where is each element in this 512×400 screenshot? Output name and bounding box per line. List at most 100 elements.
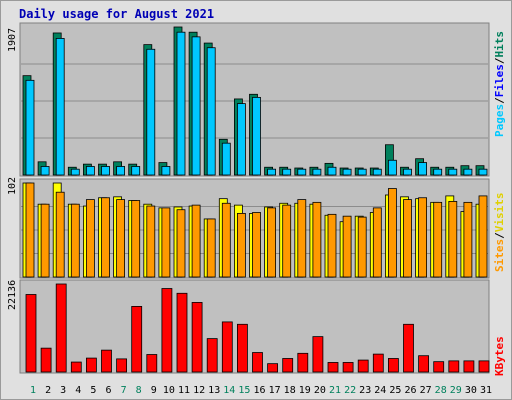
files-bar xyxy=(418,162,428,176)
files-bar xyxy=(191,36,201,176)
legend-hits: Hits xyxy=(493,31,506,58)
legend-visits: Visits xyxy=(493,193,506,233)
kbytes-ymax-label: 22136 xyxy=(7,280,18,310)
sites-bar xyxy=(342,215,352,278)
kbytes-bar xyxy=(342,362,354,373)
sites-bar xyxy=(176,209,186,278)
kbytes-bar xyxy=(312,336,324,373)
day-label: 18 xyxy=(284,385,296,396)
files-bar xyxy=(55,38,65,176)
sites-bar xyxy=(478,195,488,278)
legend-slash-3: / xyxy=(493,232,506,239)
sites-bar xyxy=(221,202,231,278)
visits-legend: Sites/Visits xyxy=(493,193,506,273)
day-label: 8 xyxy=(136,385,142,396)
legend-files: Files xyxy=(493,64,506,97)
sites-bar xyxy=(252,212,261,278)
kbytes-bar xyxy=(131,306,143,373)
sites-bar xyxy=(448,201,458,278)
day-label: 7 xyxy=(121,385,127,396)
kbytes-bar xyxy=(448,360,460,373)
files-bar xyxy=(206,47,216,176)
files-bar xyxy=(387,159,397,176)
sites-bar xyxy=(70,203,80,278)
kbytes-bar xyxy=(433,361,445,373)
files-bar xyxy=(86,166,95,176)
sites-bar xyxy=(433,201,443,278)
day-label: 24 xyxy=(374,385,386,396)
day-label: 12 xyxy=(193,385,205,396)
day-label: 14 xyxy=(223,385,235,396)
files-bar xyxy=(297,168,307,176)
files-bar xyxy=(282,168,292,176)
kbytes-legend: KBytes xyxy=(493,336,506,376)
files-bar xyxy=(372,168,382,176)
kbytes-bar xyxy=(25,294,37,373)
day-label: 21 xyxy=(329,385,341,396)
kbytes-bar xyxy=(55,283,67,373)
day-label: 29 xyxy=(450,385,462,396)
kbytes-bar xyxy=(418,355,430,373)
sites-bar xyxy=(101,197,110,278)
sites-bar xyxy=(146,205,156,278)
day-label: 19 xyxy=(299,385,311,396)
files-bar xyxy=(70,168,80,176)
sites-bar xyxy=(372,207,382,278)
day-label: 23 xyxy=(359,385,371,396)
day-label: 17 xyxy=(269,385,281,396)
files-bar xyxy=(40,166,50,176)
kbytes-bar xyxy=(191,302,203,373)
files-bar xyxy=(101,166,110,176)
files-bar xyxy=(116,166,125,176)
kbytes-bar xyxy=(70,361,82,373)
kbytes-bar xyxy=(206,338,218,373)
sites-bar xyxy=(357,216,367,278)
sites-bar xyxy=(86,199,95,278)
day-label: 31 xyxy=(480,385,492,396)
files-bar xyxy=(463,168,473,176)
kbytes-bar xyxy=(297,352,309,373)
sites-bar xyxy=(418,197,428,278)
kbytes-bar xyxy=(161,288,173,373)
day-label: 1 xyxy=(30,385,36,396)
day-label: 28 xyxy=(435,385,447,396)
sites-bar xyxy=(387,188,397,278)
files-bar xyxy=(327,166,337,176)
files-bar xyxy=(433,168,443,176)
visits-ymax-label: 102 xyxy=(7,177,18,195)
sites-bar xyxy=(327,213,337,278)
files-bar xyxy=(267,168,277,176)
files-bar xyxy=(357,168,367,176)
day-label: 20 xyxy=(314,385,326,396)
files-bar xyxy=(342,168,352,176)
legend-slash-2: / xyxy=(493,57,506,64)
kbytes-bar xyxy=(176,292,188,373)
day-label: 13 xyxy=(208,385,220,396)
sites-bar xyxy=(131,200,141,278)
legend-pages: Pages xyxy=(493,104,506,137)
sites-bar xyxy=(403,199,412,278)
files-bar xyxy=(131,166,141,176)
kbytes-bar xyxy=(282,358,294,373)
day-label: 11 xyxy=(178,385,190,396)
sites-bar xyxy=(161,207,171,278)
files-bar xyxy=(176,31,186,176)
day-label: 9 xyxy=(151,385,157,396)
kbytes-bar xyxy=(236,323,248,373)
chart-title: Daily usage for August 2021 xyxy=(19,7,215,21)
files-bar xyxy=(448,168,458,176)
kbytes-bar xyxy=(327,362,339,373)
sites-bar xyxy=(312,201,322,278)
files-bar xyxy=(161,166,171,176)
day-label: 25 xyxy=(389,385,401,396)
files-bar xyxy=(236,103,246,176)
day-label: 10 xyxy=(163,385,175,396)
files-bar xyxy=(478,168,488,176)
day-label: 30 xyxy=(465,385,477,396)
sites-bar xyxy=(55,191,65,278)
sites-bar xyxy=(116,199,125,278)
kbytes-bar xyxy=(357,359,369,373)
hits-legend: Pages/Files/Hits xyxy=(493,31,506,137)
hits-ymax-label: 1907 xyxy=(7,28,18,52)
sites-bar xyxy=(297,199,307,278)
